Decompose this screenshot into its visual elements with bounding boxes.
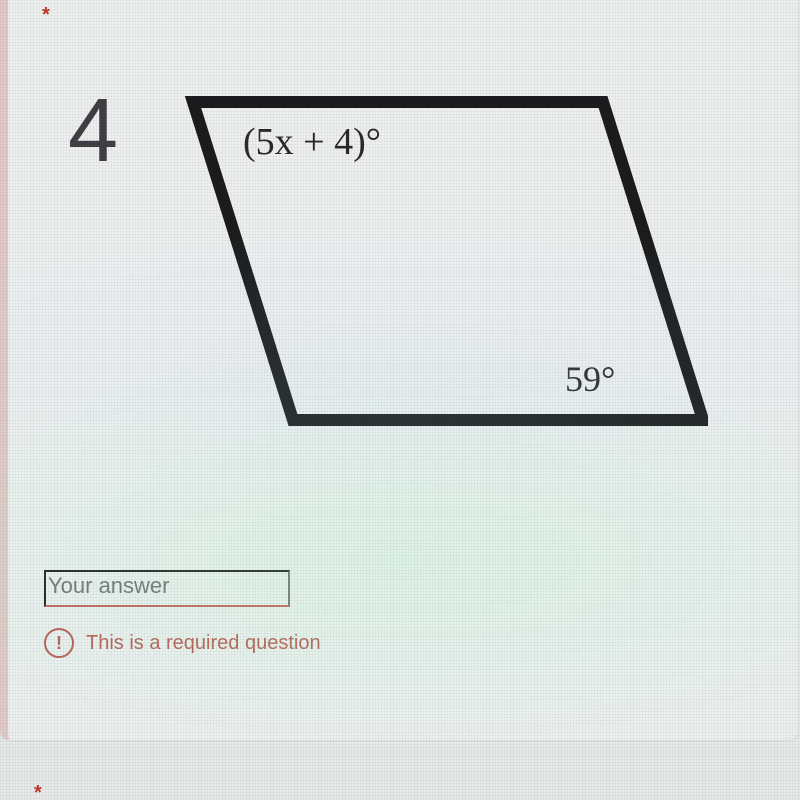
parallelogram-diagram: [148, 80, 708, 480]
angle-label-top-left: (5x + 4)°: [243, 120, 381, 164]
question-number: 4: [68, 86, 114, 176]
figure-area: 4 (5x + 4)° 59°: [38, 80, 758, 480]
angle-label-bottom-right: 59°: [565, 358, 615, 400]
next-required-star-icon: *: [34, 782, 42, 800]
answer-input[interactable]: [44, 570, 290, 607]
question-card: * 4 (5x + 4)° 59° ! This is a required q…: [0, 0, 798, 740]
answer-field-wrapper: [44, 570, 282, 607]
alert-icon: !: [44, 628, 74, 658]
error-message: ! This is a required question: [44, 628, 321, 658]
error-text: This is a required question: [86, 632, 321, 655]
required-star-icon: *: [42, 4, 50, 27]
